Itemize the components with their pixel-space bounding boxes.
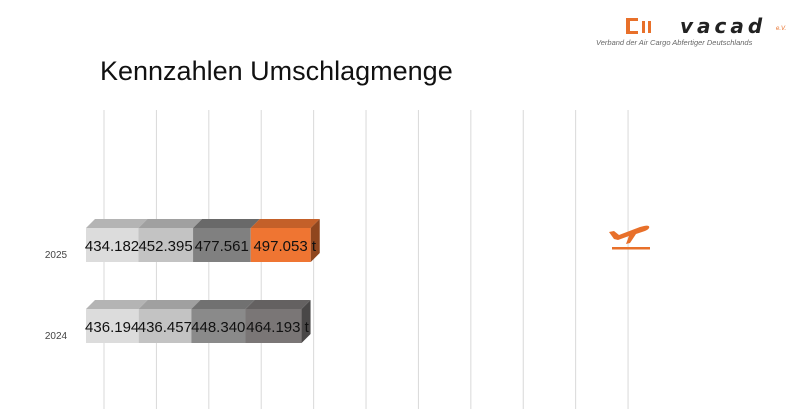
bar-segment — [250, 228, 311, 262]
airplane-takeoff-icon — [609, 225, 650, 250]
bar-segment — [138, 228, 194, 262]
category-label: 2024 — [45, 331, 68, 342]
bar-segment — [245, 309, 302, 343]
page-title: Kennzahlen Umschlagmenge — [100, 56, 453, 86]
bar-segment — [193, 228, 251, 262]
bar-side-face — [301, 300, 311, 343]
bar-side-face — [310, 219, 320, 262]
data-label: 448.340 t — [191, 319, 254, 336]
bar-segment — [138, 309, 192, 343]
bar-top-face — [138, 300, 201, 309]
data-label: 497.053 t — [253, 238, 316, 255]
data-label: 452.395 t — [138, 238, 201, 255]
bar-top-face — [191, 300, 255, 309]
bar-segment — [86, 309, 139, 343]
data-label: 436.194 t — [85, 319, 148, 336]
data-label: 477.561 t — [195, 238, 258, 255]
logo-subtitle: Verband der Air Cargo Abfertiger Deutsch… — [596, 38, 753, 47]
bar-segment — [86, 228, 139, 262]
bar-top-face — [245, 300, 311, 309]
vacad-logo: vacad e.V. Verband der Air Cargo Abferti… — [596, 14, 792, 54]
logo-suffix: e.V. — [776, 26, 787, 32]
bar-top-face — [138, 219, 203, 228]
bar-top-face — [86, 219, 148, 228]
data-label: 436.457 t — [138, 319, 201, 336]
bar-segment — [191, 309, 246, 343]
data-label: 434.182 t — [85, 238, 148, 255]
bar-top-face — [250, 219, 320, 228]
category-label: 2025 — [45, 250, 68, 261]
bar-top-face — [193, 219, 260, 228]
vacad-logo-mark-icon — [626, 18, 651, 34]
bar-top-face — [86, 300, 148, 309]
logo-name: vacad — [680, 14, 767, 38]
data-label: 464.193 t — [246, 319, 309, 336]
